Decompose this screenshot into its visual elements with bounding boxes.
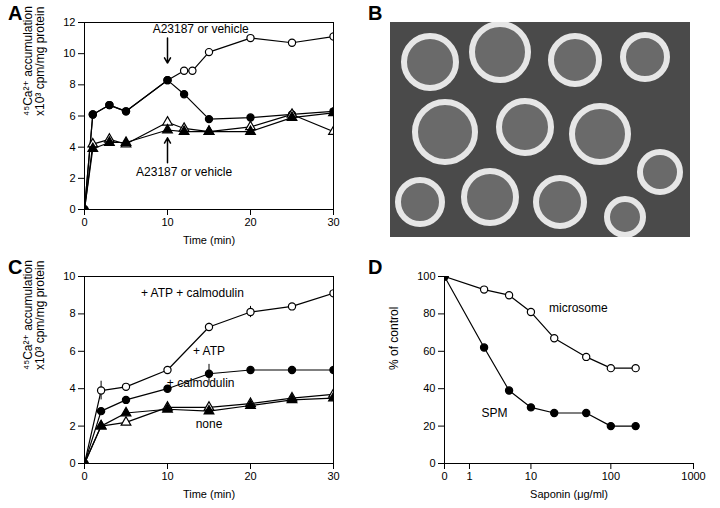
svg-text:1: 1 <box>466 470 472 482</box>
svg-text:4: 4 <box>69 141 75 153</box>
svg-text:⁴⁵Ca²⁺ accumulationx10³ cpm/mg: ⁴⁵Ca²⁺ accumulationx10³ cpm/mg protein <box>21 6 47 116</box>
svg-text:20: 20 <box>244 216 256 228</box>
svg-text:+ ATP: + ATP <box>193 344 225 358</box>
svg-text:0: 0 <box>429 457 435 469</box>
svg-text:30: 30 <box>327 216 339 228</box>
svg-text:10: 10 <box>525 470 537 482</box>
svg-text:0: 0 <box>81 470 87 482</box>
svg-text:12: 12 <box>63 16 75 28</box>
svg-text:+ calmodulin: + calmodulin <box>167 376 235 390</box>
svg-text:0: 0 <box>69 457 75 469</box>
svg-text:microsome: microsome <box>549 301 608 315</box>
html-text:A: A <box>8 2 23 24</box>
svg-text:6: 6 <box>69 110 75 122</box>
svg-text:none: none <box>196 417 223 431</box>
svg-text:0: 0 <box>441 470 447 482</box>
svg-text:20: 20 <box>244 470 256 482</box>
svg-text:40: 40 <box>423 382 435 394</box>
html-text:B: B <box>368 2 383 24</box>
svg-text:30: 30 <box>327 470 339 482</box>
html-text:D: D <box>368 256 383 278</box>
svg-text:Time (min): Time (min) <box>183 488 235 500</box>
svg-text:4: 4 <box>69 382 75 394</box>
svg-text:2: 2 <box>69 172 75 184</box>
svg-text:0: 0 <box>69 203 75 215</box>
svg-text:0: 0 <box>81 216 87 228</box>
svg-text:Time (min): Time (min) <box>183 234 235 246</box>
svg-text:10: 10 <box>63 270 75 282</box>
svg-text:8: 8 <box>69 78 75 90</box>
svg-text:8: 8 <box>69 307 75 319</box>
svg-text:10: 10 <box>161 470 173 482</box>
html-text:C: C <box>8 256 23 278</box>
svg-text:20: 20 <box>423 420 435 432</box>
svg-text:100: 100 <box>417 270 435 282</box>
svg-text:100: 100 <box>602 470 620 482</box>
svg-text:1000: 1000 <box>681 470 705 482</box>
svg-text:A23187 or vehicle: A23187 or vehicle <box>153 22 249 36</box>
svg-text:A23187 or vehicle: A23187 or vehicle <box>136 165 232 179</box>
svg-text:⁴⁵Ca²⁺ accumulationx10³ cpm/mg: ⁴⁵Ca²⁺ accumulationx10³ cpm/mg protein <box>21 260 47 370</box>
svg-text:2: 2 <box>69 420 75 432</box>
svg-text:6: 6 <box>69 345 75 357</box>
svg-text:+ ATP + calmodulin: + ATP + calmodulin <box>141 286 244 300</box>
svg-text:SPM: SPM <box>481 406 507 420</box>
svg-text:Saponin (μg/ml): Saponin (μg/ml) <box>530 488 608 500</box>
svg-text:% of control: % of control <box>387 307 401 370</box>
svg-text:10: 10 <box>63 47 75 59</box>
svg-text:10: 10 <box>161 216 173 228</box>
svg-text:60: 60 <box>423 345 435 357</box>
svg-text:80: 80 <box>423 307 435 319</box>
